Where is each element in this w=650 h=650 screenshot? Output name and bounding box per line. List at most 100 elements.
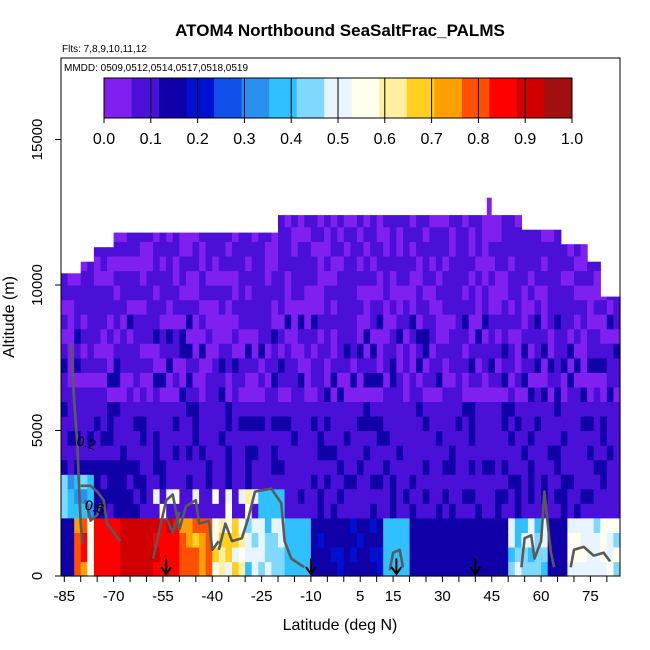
heatmap-cell <box>146 328 154 344</box>
heatmap-cell <box>593 430 601 446</box>
heatmap-cell <box>337 532 345 548</box>
heatmap-cell <box>153 255 161 272</box>
heatmap-cell <box>534 459 542 475</box>
heatmap-cell <box>606 517 614 533</box>
heatmap-cell <box>93 299 102 315</box>
heatmap-cell <box>527 328 536 344</box>
y-tick-label: 0 <box>29 572 46 580</box>
heatmap-cell <box>560 430 568 446</box>
heatmap-cell <box>251 314 259 330</box>
heatmap-cell <box>297 430 305 446</box>
heatmap-cell <box>337 401 345 417</box>
heatmap-cell <box>435 430 444 446</box>
heatmap-cell <box>527 285 536 301</box>
heatmap-cell <box>146 241 154 257</box>
heatmap-cell <box>179 459 187 475</box>
heatmap-cell <box>317 270 325 286</box>
heatmap-cell <box>396 503 404 519</box>
heatmap-cell <box>153 503 161 519</box>
heatmap-cell <box>396 474 404 490</box>
y-tick-label: 10000 <box>29 264 46 306</box>
heatmap-cell <box>363 430 371 446</box>
heatmap-cell <box>186 357 194 373</box>
heatmap-cell <box>192 343 200 359</box>
heatmap-cell <box>587 517 595 533</box>
heatmap-cell <box>271 415 279 432</box>
heatmap-cell <box>416 561 424 577</box>
heatmap-cell <box>508 415 516 432</box>
heatmap-cell <box>600 517 608 533</box>
heatmap-cell <box>462 241 470 257</box>
heatmap-cell <box>133 474 141 490</box>
arrow-head <box>469 566 482 576</box>
heatmap-cell <box>514 386 522 402</box>
heatmap-cell <box>343 561 351 577</box>
heatmap-cell <box>80 357 88 373</box>
heatmap-cell <box>554 474 562 490</box>
heatmap-cell <box>567 244 575 257</box>
heatmap-cell <box>356 474 365 490</box>
heatmap-cell <box>159 372 167 388</box>
heatmap-cell <box>205 314 213 330</box>
heatmap-cell <box>218 285 226 301</box>
heatmap-cell <box>93 314 102 330</box>
heatmap-cell <box>363 459 371 475</box>
heatmap-cell <box>488 503 496 519</box>
heatmap-cell <box>462 372 470 388</box>
heatmap-cell <box>488 226 496 242</box>
heatmap-cell <box>370 401 378 417</box>
heatmap-cell <box>495 241 503 257</box>
heatmap-cell <box>291 328 299 344</box>
heatmap-cell <box>403 386 411 402</box>
heatmap-cell <box>606 343 614 359</box>
heatmap-cell <box>153 270 161 286</box>
heatmap-cell <box>238 445 246 461</box>
heatmap-cell <box>541 343 549 359</box>
heatmap-cell <box>337 343 345 359</box>
heatmap-cell <box>166 546 174 563</box>
heatmap-cell <box>304 474 312 490</box>
heatmap-cell <box>495 255 503 272</box>
heatmap-cell <box>74 357 82 373</box>
heatmap-cell <box>508 270 516 286</box>
heatmap-cell <box>534 255 542 272</box>
heatmap-cell <box>554 386 562 402</box>
heatmap-cell <box>521 229 529 242</box>
heatmap-cell <box>80 401 88 417</box>
heatmap-cell <box>100 372 108 388</box>
heatmap-cell <box>146 255 154 272</box>
heatmap-cell <box>107 247 115 257</box>
heatmap-cell <box>67 546 75 563</box>
heatmap-cell <box>192 532 200 548</box>
heatmap-cell <box>376 314 384 330</box>
heatmap-cell <box>87 561 95 577</box>
heatmap-cell <box>521 445 529 461</box>
heatmap-cell <box>363 241 371 257</box>
heatmap-cell <box>449 474 457 490</box>
heatmap-cell <box>304 343 312 359</box>
heatmap-cell <box>238 561 246 577</box>
heatmap-cell <box>304 314 312 330</box>
contour-line <box>165 511 181 534</box>
heatmap-cell <box>521 328 529 344</box>
heatmap-cell <box>356 517 365 533</box>
heatmap-cell <box>475 532 483 548</box>
colorbar-tick-label: 0.0 <box>93 131 115 148</box>
heatmap-cell <box>409 285 417 301</box>
heatmap-cell <box>205 285 213 301</box>
heatmap-cell <box>271 546 279 563</box>
heatmap-cell <box>462 546 470 563</box>
heatmap-cell <box>139 488 148 504</box>
heatmap-cell <box>212 386 220 402</box>
heatmap-cell <box>139 415 148 432</box>
heatmap-cell <box>218 415 226 432</box>
heatmap-cell <box>126 357 134 373</box>
heatmap-cell <box>508 561 516 577</box>
heatmap-cell <box>258 232 266 242</box>
heatmap-cell <box>435 343 444 359</box>
heatmap-cell <box>238 241 246 257</box>
heatmap-cell <box>541 415 549 432</box>
latitude-arrow <box>305 558 317 576</box>
heatmap-cell <box>416 226 424 242</box>
heatmap-cell <box>356 532 365 548</box>
